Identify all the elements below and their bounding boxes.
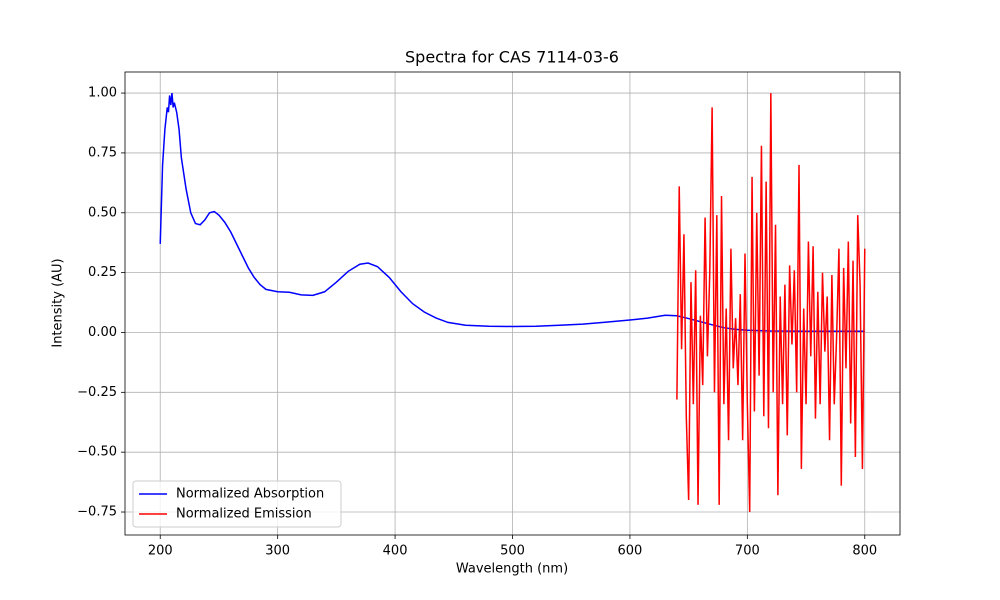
y-tick-label: −0.50 — [77, 445, 117, 460]
x-tick-label: 400 — [383, 544, 408, 559]
legend-label: Normalized Absorption — [176, 487, 324, 502]
legend-box — [132, 480, 342, 528]
data-line — [676, 93, 866, 513]
y-tick-label: 0.25 — [88, 265, 117, 280]
x-tick-label: 200 — [148, 544, 173, 559]
chart-title: Spectra for CAS 7114-03-6 — [405, 48, 619, 67]
y-tick-label: 0.75 — [88, 145, 117, 160]
x-tick-label: 800 — [852, 544, 877, 559]
y-tick-label: 0.50 — [88, 205, 117, 220]
y-tick-label: −0.75 — [77, 505, 117, 520]
x-axis-label: Wavelength (nm) — [456, 562, 568, 577]
x-tick-label: 300 — [265, 544, 290, 559]
legend-label: Normalized Emission — [176, 507, 312, 522]
x-tick-label: 500 — [500, 544, 525, 559]
data-line — [159, 92, 865, 333]
y-tick-label: 0.00 — [88, 325, 117, 340]
x-tick-label: 700 — [735, 544, 760, 559]
y-tick-label: 1.00 — [88, 86, 117, 101]
y-tick-label: −0.25 — [77, 385, 117, 400]
y-axis-label: Intensity (AU) — [51, 258, 66, 347]
x-tick-label: 600 — [618, 544, 643, 559]
plot-frame — [124, 71, 901, 536]
